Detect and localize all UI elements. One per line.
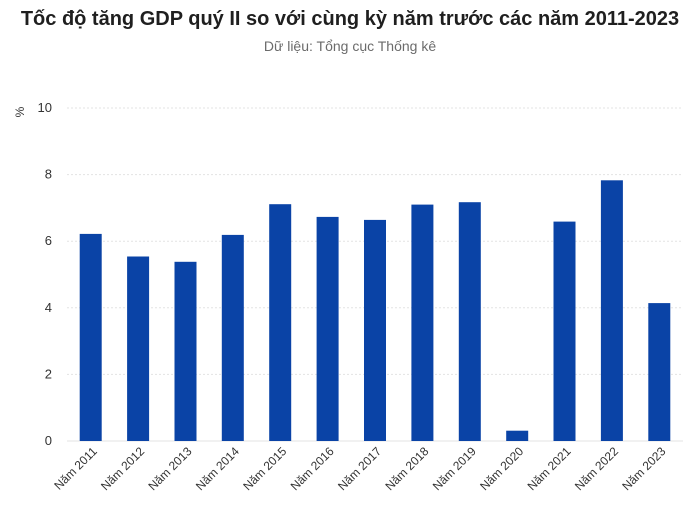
x-tick-label: Năm 2011: [51, 444, 100, 493]
bar: [79, 233, 102, 441]
bars: [79, 180, 671, 442]
chart-title: Tốc độ tăng GDP quý II so với cùng kỳ nă…: [20, 8, 680, 30]
x-tick-label: Năm 2021: [525, 444, 574, 493]
bar: [648, 303, 671, 441]
x-tick-label: Năm 2019: [430, 444, 479, 493]
bar: [553, 221, 576, 441]
bar: [364, 219, 386, 441]
bar: [174, 261, 197, 441]
y-tick-label: 8: [45, 167, 52, 182]
x-tick-label: Năm 2012: [98, 444, 147, 493]
x-tick-label: Năm 2015: [240, 444, 289, 493]
x-tick-label: Năm 2013: [146, 444, 195, 493]
bar: [458, 202, 481, 441]
bar: [127, 256, 150, 441]
x-tick-label: Năm 2023: [619, 444, 668, 493]
y-tick-label: 0: [45, 433, 52, 448]
y-tick-label: 10: [38, 100, 52, 115]
bar: [411, 204, 434, 441]
x-tick-label: Năm 2016: [288, 444, 337, 493]
x-tick-label: Năm 2014: [193, 444, 242, 493]
y-unit-label: %: [13, 106, 27, 117]
x-tick-label: Năm 2022: [572, 444, 621, 493]
y-tick-label: 6: [45, 233, 52, 248]
x-tick-label: Năm 2020: [477, 444, 526, 493]
x-tick-label: Năm 2017: [335, 444, 384, 493]
x-tick-label: Năm 2018: [382, 444, 431, 493]
y-tick-label: 4: [45, 300, 52, 315]
y-axis-ticks: 0 2 4 6 8 10: [38, 100, 52, 448]
y-tick-label: 2: [45, 366, 52, 381]
chart-subtitle: Dữ liệu: Tổng cục Thống kê: [263, 38, 437, 54]
bar: [600, 180, 623, 442]
bar: [506, 430, 529, 441]
bar: [221, 234, 244, 441]
bar: [316, 216, 339, 441]
bar: [269, 204, 292, 441]
